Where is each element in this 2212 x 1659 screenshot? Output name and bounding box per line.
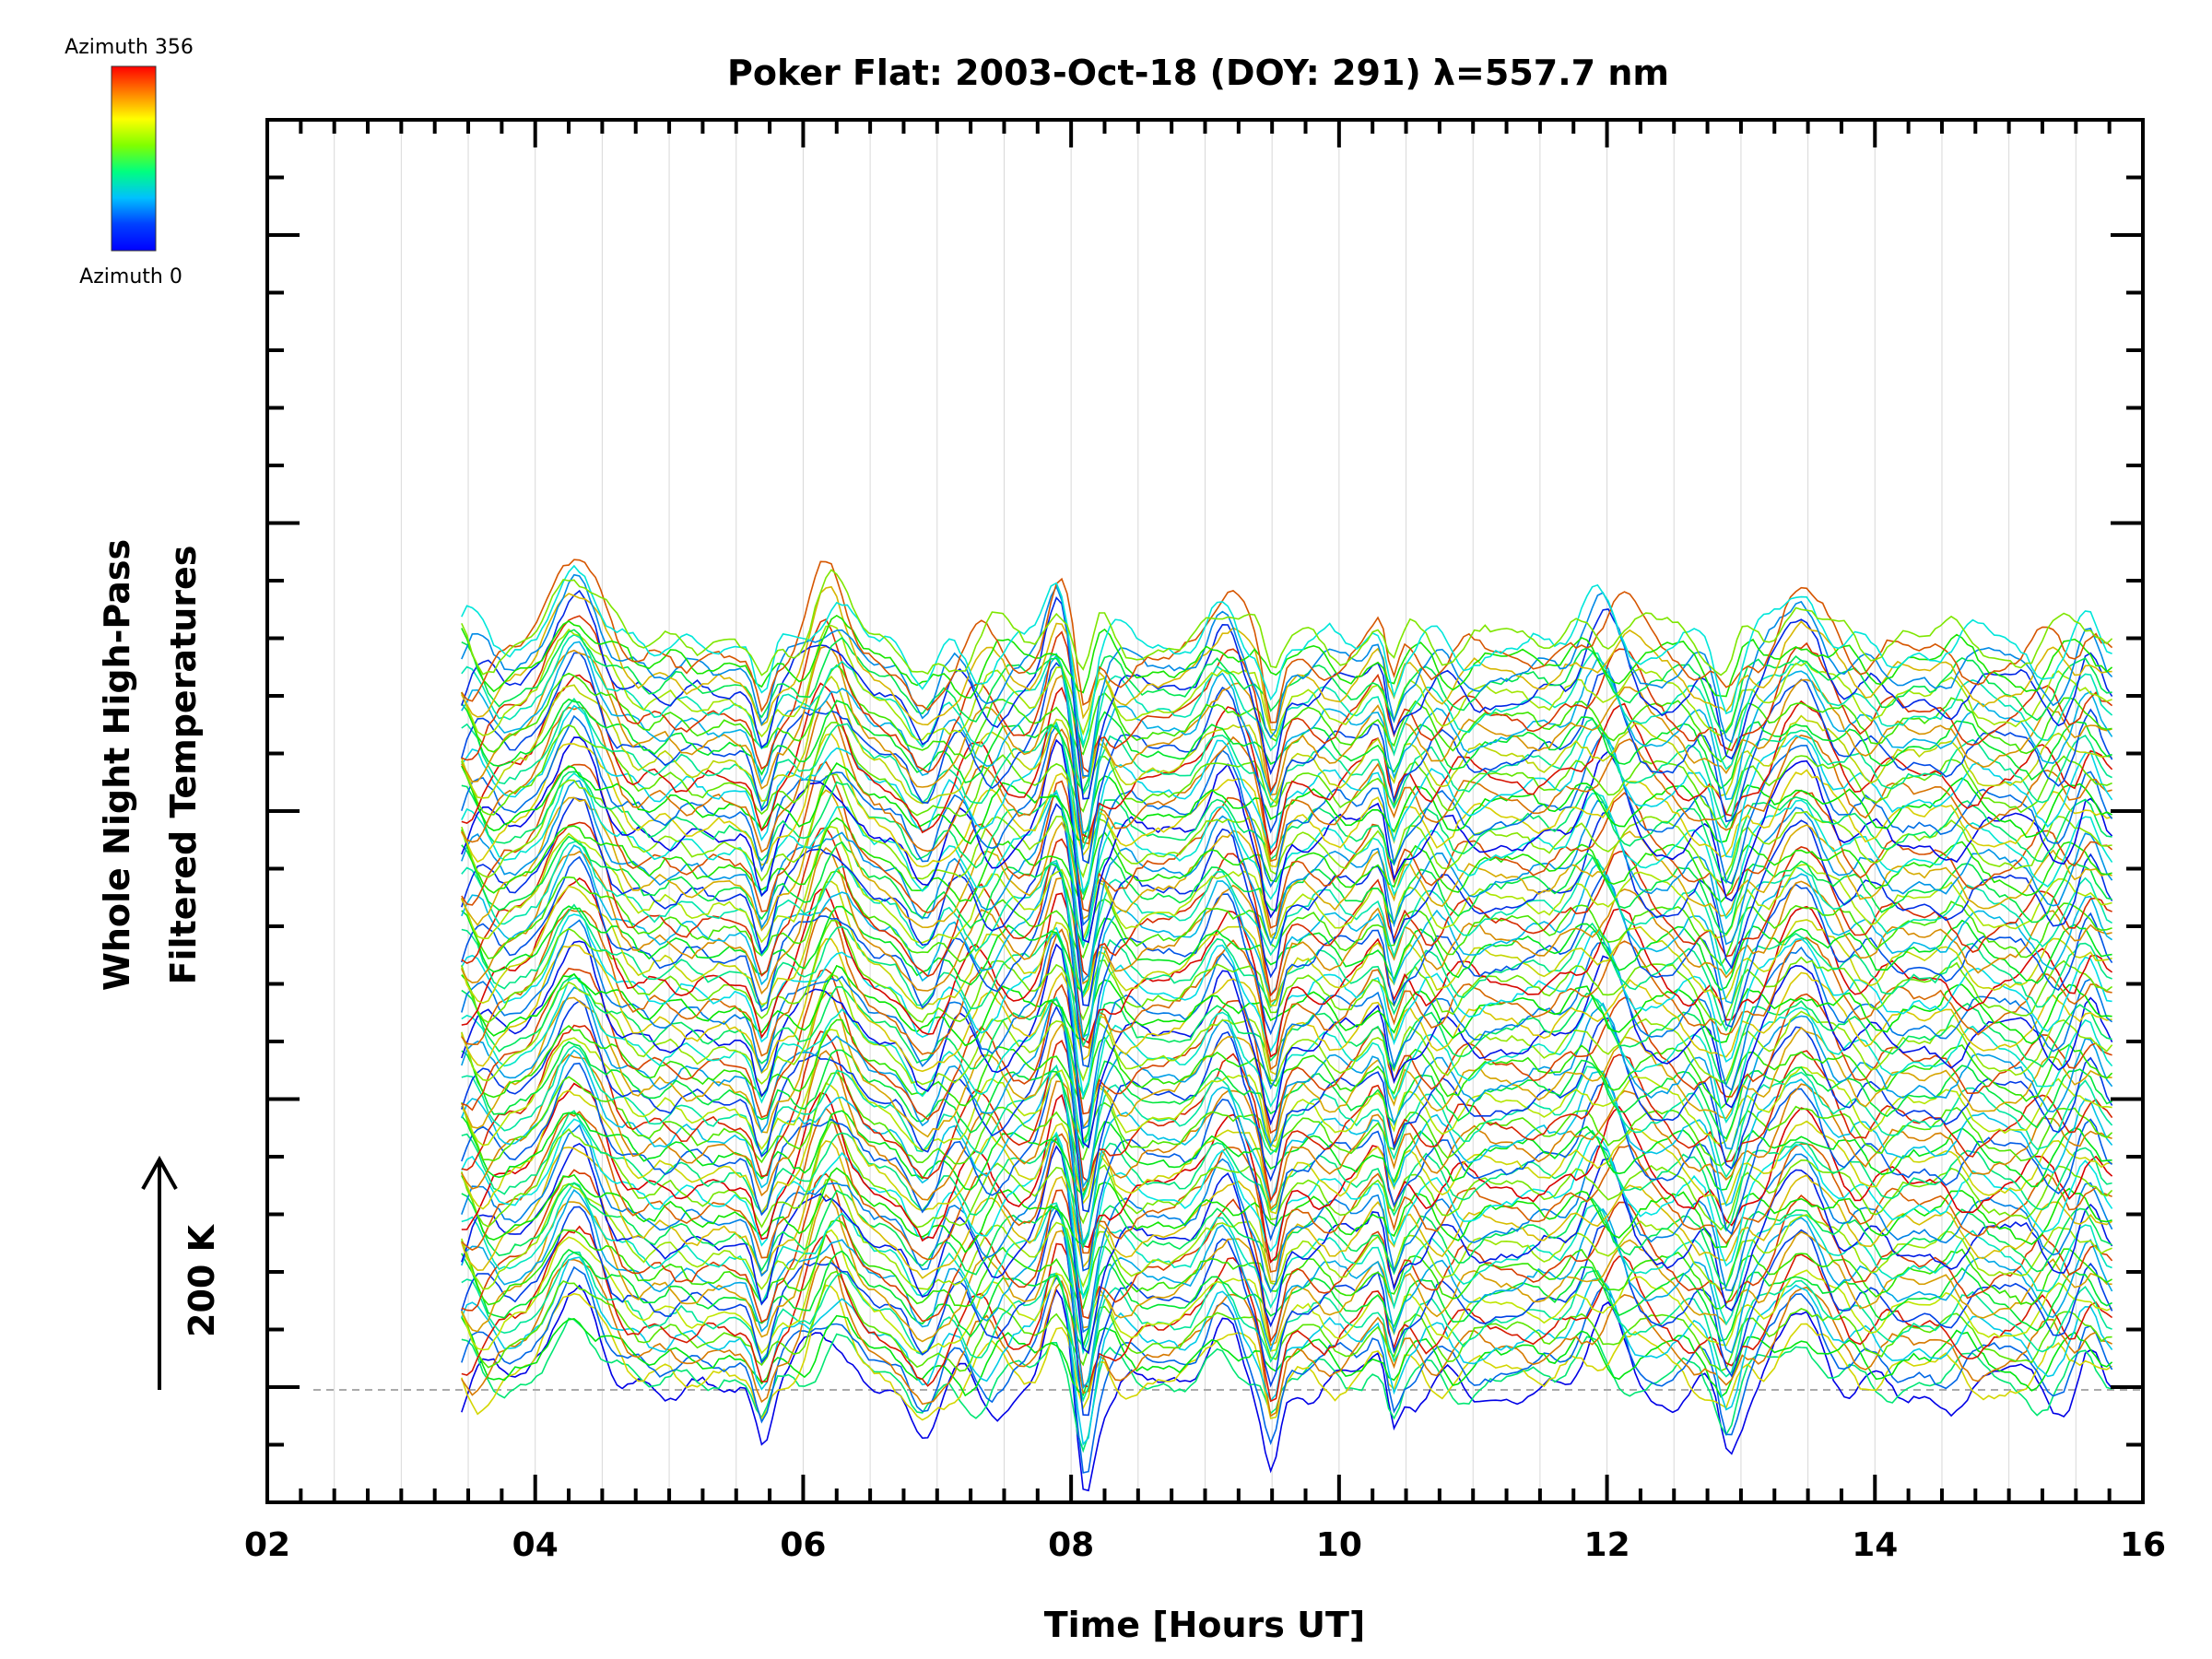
series-line: [461, 1107, 2112, 1273]
series-line: [461, 714, 2113, 926]
series-line: [461, 780, 2113, 983]
series-line: [461, 1018, 2113, 1110]
series-line: [461, 1219, 2113, 1310]
x-tick-label: 06: [780, 1526, 826, 1564]
series-line: [461, 1045, 2113, 1202]
series-line: [461, 1178, 2112, 1291]
series-line: [461, 615, 2113, 794]
series-line: [461, 1071, 2113, 1167]
series-line: [461, 986, 2113, 1189]
series-line: [461, 1255, 2112, 1418]
series-line: [461, 1314, 2113, 1398]
series-line: [461, 1110, 2112, 1250]
series-line: [461, 789, 2112, 938]
series-line: [461, 906, 2112, 1071]
colorbar-top-label: Azimuth 356: [65, 36, 194, 59]
series-line: [461, 1256, 2113, 1446]
series-line: [461, 1225, 2113, 1403]
series-line: [461, 1050, 2112, 1210]
series-line: [461, 614, 2113, 700]
series-line: [461, 992, 2112, 1145]
series-line: [461, 796, 2113, 1006]
series-line: [461, 704, 2113, 894]
series-group: [461, 559, 2113, 1492]
series-line: [461, 1270, 2112, 1372]
colorbar: [111, 65, 157, 252]
series-line: [461, 699, 2112, 863]
axis-ticks: [265, 120, 2145, 1502]
series-line: [461, 641, 2113, 835]
series-line: [461, 736, 2113, 944]
series-line: [461, 855, 2113, 1068]
x-tick-label: 14: [1852, 1526, 1898, 1564]
series-line: [461, 564, 2112, 747]
series-line: [461, 1124, 2113, 1334]
series-line: [461, 1110, 2112, 1196]
series-line: [461, 573, 2113, 777]
x-tick-label: 12: [1584, 1526, 1630, 1564]
series-line: [461, 967, 2112, 1135]
series-line: [461, 645, 2112, 796]
scale-arrow-head: [141, 1155, 178, 1190]
series-line: [461, 964, 2112, 1047]
scale-label: 200 K: [182, 1223, 222, 1337]
series-line: [461, 721, 2112, 821]
series-line: [461, 880, 2112, 1010]
series-line: [461, 1041, 2112, 1149]
series-line: [461, 846, 2112, 1004]
series-line: [461, 905, 2112, 995]
x-tick-label: 16: [2120, 1526, 2166, 1564]
x-axis-label: Time [Hours UT]: [1044, 1605, 1366, 1645]
series-line: [461, 569, 2113, 677]
x-tick-labels: 02 04 06 08 10 12 14 16: [244, 1526, 2166, 1564]
x-tick-label: 10: [1316, 1526, 1362, 1564]
series-line: [461, 1082, 2113, 1264]
x-tick-label: 02: [244, 1526, 290, 1564]
x-tick-label: 08: [1048, 1526, 1094, 1564]
series-line: [461, 821, 2112, 997]
chart-title: Poker Flat: 2003-Oct-18 (DOY: 291) λ=557…: [727, 53, 1669, 93]
series-line: [461, 817, 2112, 903]
series-line: [461, 1194, 2112, 1347]
series-line: [461, 877, 2113, 1058]
series-line: [461, 733, 2112, 868]
series-line: [461, 585, 2112, 731]
series-line: [461, 589, 2113, 800]
series-line: [461, 844, 2113, 1039]
series-line: [461, 919, 2113, 1130]
series-line: [461, 840, 2113, 998]
series-line: [461, 1142, 2113, 1355]
series-line: [461, 1000, 2113, 1213]
series-line: [461, 1049, 2113, 1245]
series-line: [461, 1206, 2113, 1417]
series-line: [461, 870, 2112, 967]
series-line: [461, 559, 2113, 724]
series-line: [461, 1248, 2112, 1349]
series-line: [461, 1062, 2113, 1272]
series-line: [461, 1284, 2113, 1492]
y-axis-label-line2: Filtered Temperatures: [163, 546, 204, 985]
y-axis-label-line1: Whole Night High-Pass: [97, 539, 137, 991]
series-line: [461, 1265, 2113, 1474]
colorbar-bottom-label: Azimuth 0: [79, 265, 182, 288]
series-line: [461, 652, 2113, 865]
x-tick-label: 04: [512, 1526, 559, 1564]
series-line: [461, 940, 2113, 1149]
series-line: [461, 1188, 2113, 1390]
series-line: [461, 1167, 2112, 1253]
series-line: [461, 1024, 2113, 1203]
series-line: [461, 674, 2113, 856]
series-line: [461, 664, 2112, 763]
series-line: [461, 826, 2112, 944]
series-line: [461, 698, 2112, 794]
